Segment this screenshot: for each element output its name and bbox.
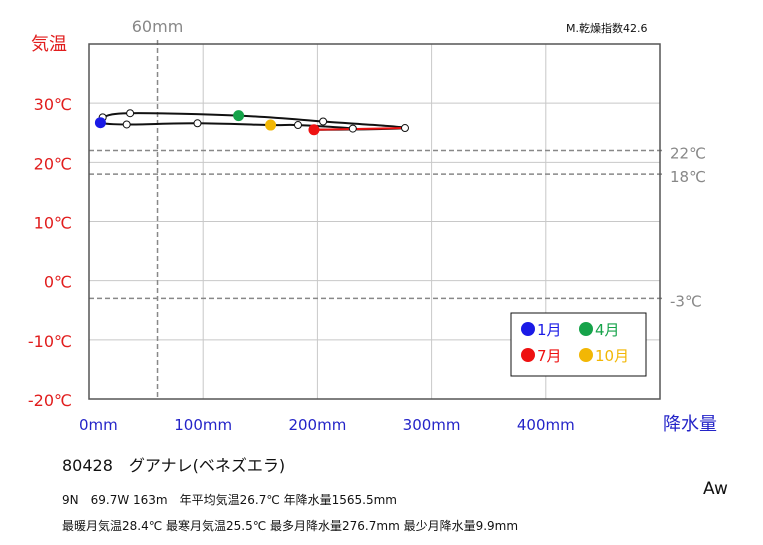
month-point [122, 120, 131, 129]
month-point-highlight [308, 124, 320, 136]
x-tick-label: 100mm [174, 416, 232, 434]
y-tick-label: -10℃ [28, 332, 72, 351]
station-title: 80428 グアナレ(ベネズエラ) [62, 456, 286, 475]
month-point-highlight [94, 117, 106, 129]
y-axis-title: 気温 [31, 34, 67, 55]
reference-label: 22℃ [670, 145, 706, 163]
x-tick-label: 0mm [79, 416, 118, 434]
x-tick-label: 300mm [403, 416, 461, 434]
legend-marker [579, 322, 593, 336]
x-axis-title: 降水量 [663, 414, 717, 435]
reference-label: -3℃ [670, 292, 702, 310]
legend-label: 4月 [595, 321, 620, 339]
y-tick-label: -20℃ [28, 391, 72, 410]
legend-label: 10月 [595, 347, 629, 365]
reference-label: 60mm [132, 17, 184, 36]
month-point [126, 109, 135, 118]
climate-code: Aw [703, 479, 728, 499]
month-point [348, 124, 357, 133]
legend-label: 7月 [537, 347, 562, 365]
month-point [293, 121, 302, 130]
station-info-line-2: 最暖月気温28.4℃ 最寒月気温25.5℃ 最多月降水量276.7mm 最少月降… [62, 519, 519, 533]
climograph-segment [313, 127, 406, 131]
aridity-index: M.乾燥指数42.6 [566, 22, 648, 35]
legend-marker [579, 348, 593, 362]
reference-label: 18℃ [670, 168, 706, 186]
y-tick-label: 10℃ [34, 214, 72, 233]
station-info-line-1: 9N 69.7W 163m 年平均気温26.7℃ 年降水量1565.5mm [62, 493, 397, 507]
x-tick-label: 400mm [517, 416, 575, 434]
legend-marker [521, 322, 535, 336]
month-point-highlight [233, 110, 245, 122]
legend-box [510, 312, 647, 377]
month-point [400, 124, 409, 133]
y-tick-label: 0℃ [44, 273, 72, 292]
y-tick-label: 20℃ [34, 154, 72, 173]
x-tick-label: 200mm [288, 416, 346, 434]
legend-label: 1月 [537, 321, 562, 339]
month-point [193, 119, 202, 128]
y-tick-label: 30℃ [34, 95, 72, 114]
month-point-highlight [265, 119, 277, 131]
legend-marker [521, 348, 535, 362]
month-point [319, 117, 328, 126]
plot-frame [88, 43, 661, 400]
